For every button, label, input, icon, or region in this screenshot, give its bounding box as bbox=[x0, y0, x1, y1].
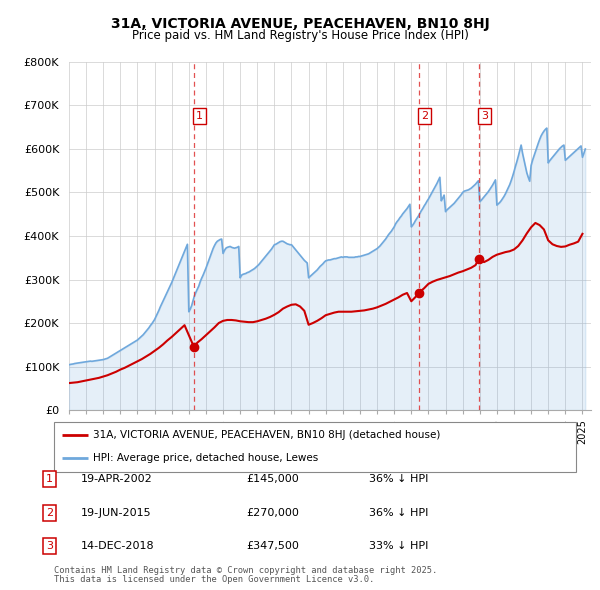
Text: 19-JUN-2015: 19-JUN-2015 bbox=[81, 508, 152, 517]
Text: Contains HM Land Registry data © Crown copyright and database right 2025.: Contains HM Land Registry data © Crown c… bbox=[54, 566, 437, 575]
Text: 31A, VICTORIA AVENUE, PEACEHAVEN, BN10 8HJ (detached house): 31A, VICTORIA AVENUE, PEACEHAVEN, BN10 8… bbox=[93, 430, 440, 440]
Text: 36% ↓ HPI: 36% ↓ HPI bbox=[369, 508, 428, 517]
Text: 19-APR-2002: 19-APR-2002 bbox=[81, 474, 153, 484]
Text: 33% ↓ HPI: 33% ↓ HPI bbox=[369, 542, 428, 551]
FancyBboxPatch shape bbox=[54, 422, 576, 472]
Text: This data is licensed under the Open Government Licence v3.0.: This data is licensed under the Open Gov… bbox=[54, 575, 374, 584]
Text: 36% ↓ HPI: 36% ↓ HPI bbox=[369, 474, 428, 484]
Text: 1: 1 bbox=[196, 111, 203, 121]
Text: 2: 2 bbox=[46, 508, 53, 517]
Text: HPI: Average price, detached house, Lewes: HPI: Average price, detached house, Lewe… bbox=[93, 454, 319, 464]
Text: £347,500: £347,500 bbox=[246, 542, 299, 551]
Text: 14-DEC-2018: 14-DEC-2018 bbox=[81, 542, 155, 551]
Text: £270,000: £270,000 bbox=[246, 508, 299, 517]
Text: 3: 3 bbox=[481, 111, 488, 121]
Text: 31A, VICTORIA AVENUE, PEACEHAVEN, BN10 8HJ: 31A, VICTORIA AVENUE, PEACEHAVEN, BN10 8… bbox=[110, 17, 490, 31]
Text: 1: 1 bbox=[46, 474, 53, 484]
Text: 2: 2 bbox=[421, 111, 428, 121]
Text: Price paid vs. HM Land Registry's House Price Index (HPI): Price paid vs. HM Land Registry's House … bbox=[131, 30, 469, 42]
Text: 3: 3 bbox=[46, 542, 53, 551]
Text: £145,000: £145,000 bbox=[246, 474, 299, 484]
